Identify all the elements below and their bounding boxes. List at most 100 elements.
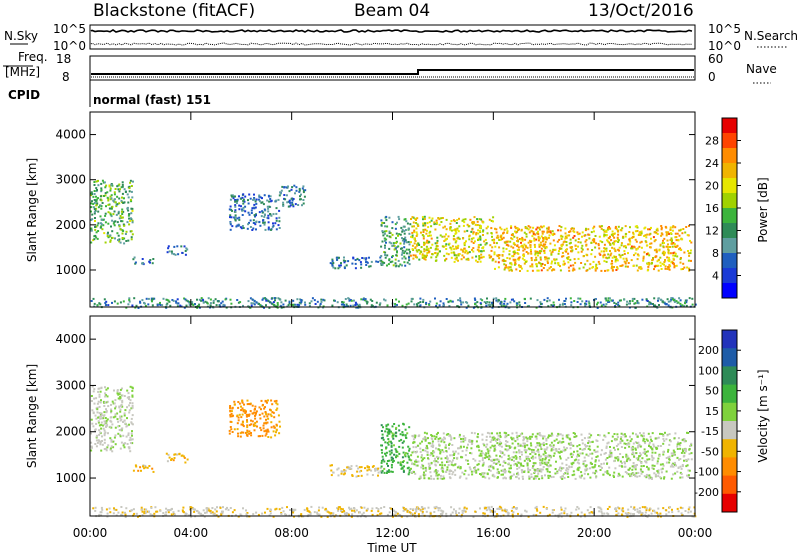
power-cell: [423, 243, 426, 246]
velocity-cell: [523, 459, 526, 462]
power-cell: [657, 258, 660, 261]
velocity-cell: [626, 455, 629, 458]
velocity-cell: [454, 510, 457, 513]
power-cell: [311, 297, 314, 300]
velocity-cell: [681, 476, 684, 479]
power-cell: [598, 247, 601, 250]
velocity-cell: [211, 507, 214, 509]
velocity-cell: [401, 446, 404, 449]
power-cell: [543, 252, 546, 254]
power-cell: [381, 221, 384, 224]
velocity-cell: [123, 446, 126, 449]
velocity-cell: [271, 403, 274, 406]
velocity-cell: [642, 439, 645, 442]
power-cell: [291, 186, 294, 189]
power-cell: [117, 188, 120, 191]
velocity-cell: [355, 464, 358, 467]
velocity-cell: [251, 420, 254, 423]
velocity-cell: [100, 449, 103, 452]
velocity-cell: [491, 460, 493, 462]
velocity-cell: [522, 442, 525, 445]
power-cell: [567, 256, 570, 259]
velocity-cell: [488, 468, 491, 471]
power-cell: [659, 256, 662, 259]
power-cell: [669, 226, 672, 229]
power-cell: [175, 300, 177, 303]
power-cell: [413, 238, 416, 241]
power-cell: [668, 258, 671, 261]
power-cell: [270, 228, 272, 231]
velocity-cell: [511, 442, 514, 445]
power-cell: [422, 222, 425, 225]
power-cell: [166, 251, 169, 254]
power-cell: [623, 245, 625, 248]
power-cell: [520, 245, 523, 248]
power-cell: [570, 301, 573, 304]
velocity-cell: [380, 430, 383, 432]
power-cell: [93, 199, 96, 201]
velocity-cell: [549, 464, 552, 467]
power-cell: [656, 260, 659, 263]
velocity-cell: [676, 470, 679, 473]
power-cell: [671, 226, 674, 229]
velocity-cell: [529, 442, 532, 445]
power-cell: [439, 300, 442, 303]
velocity-cell: [437, 437, 440, 440]
power-cell: [428, 234, 431, 237]
velocity-cell: [243, 403, 245, 406]
velocity-cell: [560, 476, 563, 479]
power-cell: [109, 195, 112, 198]
power-cell: [288, 199, 291, 202]
velocity-cell: [106, 423, 109, 426]
power-cell: [636, 226, 639, 229]
velocity-cell: [148, 465, 151, 467]
power-cell: [667, 251, 670, 254]
velocity-cell: [631, 468, 634, 471]
power-cell: [247, 199, 249, 202]
velocity-cell: [668, 443, 671, 446]
velocity-cell: [170, 457, 173, 460]
velocity-cell: [519, 463, 522, 465]
velocity-cell: [430, 437, 433, 440]
velocity-cell: [445, 470, 448, 473]
velocity-cell: [377, 471, 380, 474]
velocity-cell: [561, 434, 564, 437]
power-cell: [632, 233, 635, 236]
velocity-cell: [122, 444, 125, 447]
power-cell: [411, 236, 414, 239]
power-cell: [391, 255, 394, 257]
velocity-cell: [681, 507, 684, 510]
velocity-cell: [624, 465, 627, 468]
velocity-cell: [379, 470, 382, 473]
power-cell: [427, 247, 430, 250]
velocity-cell: [254, 417, 257, 420]
power-cell: [599, 240, 602, 243]
velocity-cell: [435, 436, 438, 438]
velocity-cell: [591, 511, 594, 514]
nsearch-trace: [90, 42, 692, 46]
velocity-cell: [426, 432, 428, 435]
power-cell: [537, 237, 540, 240]
velocity-cell: [567, 442, 570, 445]
power-cell: [402, 238, 405, 241]
power-cell: [479, 260, 482, 263]
velocity-cell: [120, 415, 123, 418]
velocity-cell: [634, 468, 637, 471]
power-cell: [670, 298, 673, 301]
velocity-cell: [559, 455, 561, 458]
velocity-cell: [489, 446, 492, 449]
power-cell: [100, 187, 103, 190]
power-cell: [416, 217, 419, 220]
power-cell: [688, 267, 691, 270]
power-cell: [544, 264, 546, 266]
velocity-cell: [97, 421, 100, 424]
power-cell: [144, 304, 147, 307]
power-cell: [660, 225, 663, 227]
power-cell: [568, 234, 571, 237]
power-cell: [125, 306, 128, 309]
power-cell: [639, 266, 642, 268]
velocity-cell: [392, 437, 395, 440]
power-cell: [93, 193, 96, 195]
velocity-cell: [627, 468, 630, 471]
velocity-cell: [543, 435, 546, 438]
